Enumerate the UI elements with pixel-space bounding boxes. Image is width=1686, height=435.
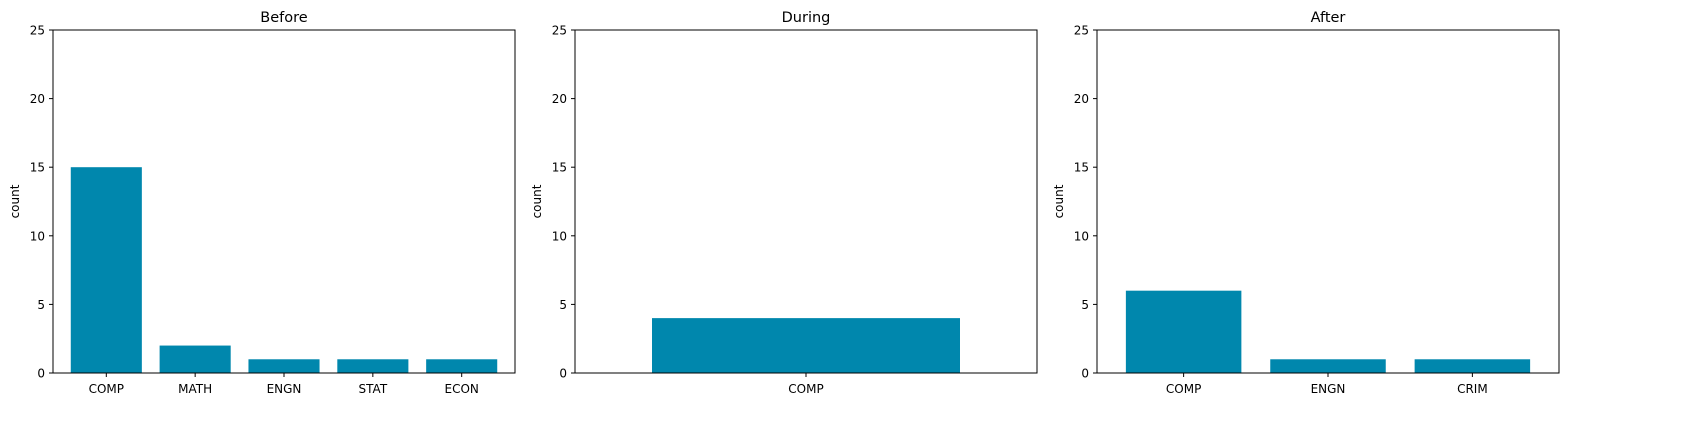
y-tick-label: 25 (1074, 24, 1089, 38)
y-tick-label: 20 (552, 92, 567, 106)
y-tick-label: 0 (1081, 367, 1089, 381)
bar-econ (426, 359, 498, 373)
x-tick-label: COMP (89, 382, 124, 396)
bar-stat (337, 359, 409, 373)
y-tick-label: 20 (1074, 92, 1089, 106)
x-tick-label: ENGN (1311, 382, 1346, 396)
y-tick-label: 10 (552, 229, 567, 243)
subplot-title: After (1311, 10, 1346, 26)
bar-comp (1125, 290, 1242, 373)
x-tick-label: MATH (178, 382, 212, 396)
y-tick-label: 25 (552, 24, 567, 38)
subplot-before: COMP MATH ENGN STAT ECON 0 5 10 15 20 25 Before coun… (8, 10, 516, 396)
bar-comp (652, 318, 960, 373)
y-tick-label: 15 (30, 161, 45, 175)
bar-engn (1270, 359, 1386, 373)
bar-math (159, 345, 231, 373)
x-tick-label: COMP (788, 382, 823, 396)
y-tick-label: 10 (30, 229, 45, 243)
y-tick-label: 0 (559, 367, 567, 381)
x-tick-label: CRIM (1457, 382, 1488, 396)
subplot-title: Before (260, 10, 307, 26)
y-axis-label: count (1052, 184, 1066, 218)
subplot-after: COMP ENGN CRIM 0 5 10 15 20 25 After count (1052, 10, 1560, 396)
x-tick-label: STAT (359, 382, 388, 396)
y-tick-label: 25 (30, 24, 45, 38)
x-tick-label: COMP (1166, 382, 1201, 396)
y-axis-label: count (530, 184, 544, 218)
y-tick-label: 5 (1081, 298, 1089, 312)
axes-frame (574, 29, 1038, 374)
x-tick-label: ENGN (267, 382, 302, 396)
bar-comp (70, 167, 142, 373)
y-tick-label: 15 (552, 161, 567, 175)
y-tick-label: 5 (559, 298, 567, 312)
y-tick-label: 0 (37, 367, 45, 381)
x-tick-label: ECON (444, 382, 478, 396)
axes-frame (52, 29, 516, 374)
y-tick-label: 10 (1074, 229, 1089, 243)
y-tick-label: 5 (37, 298, 45, 312)
axes-frame (1096, 29, 1560, 374)
y-axis-label: count (8, 184, 22, 218)
subplot-title: During (782, 10, 831, 26)
y-tick-label: 20 (30, 92, 45, 106)
y-tick-label: 15 (1074, 161, 1089, 175)
bar-crim (1414, 359, 1531, 373)
bar-engn (248, 359, 320, 373)
subplot-during: COMP 0 5 10 15 20 25 During count (530, 10, 1038, 396)
